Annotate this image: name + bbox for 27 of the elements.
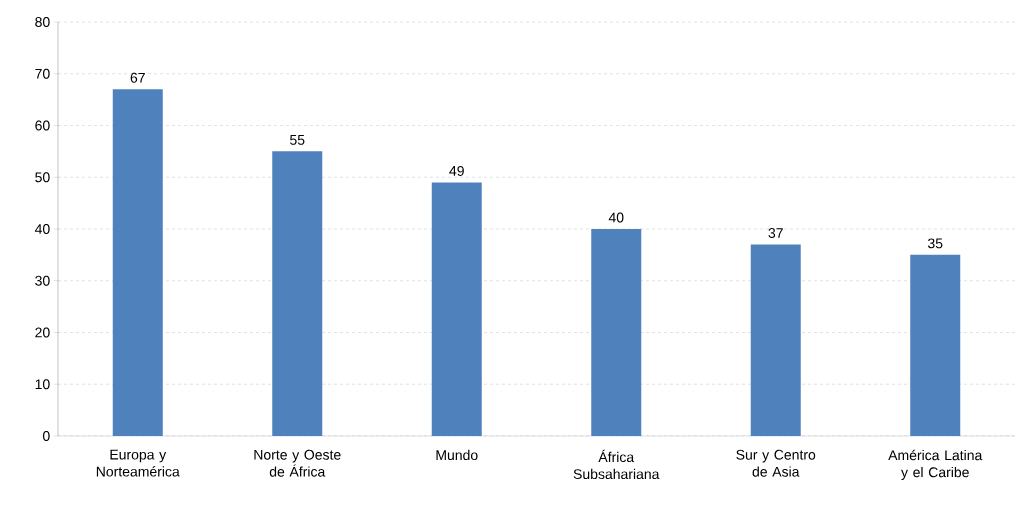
y-tick-label: 20 [35,327,50,338]
y-tick-label: 10 [35,379,50,390]
x-tick-label: Mundo [436,449,478,461]
y-tick-label: 60 [35,120,50,131]
bar [910,254,961,436]
data-label: 49 [449,165,464,176]
data-label: 40 [608,212,624,223]
bar [591,228,642,436]
x-tick-label: África Subsahariana [573,449,660,480]
y-tick-label: 50 [35,172,50,183]
x-tick-label: Europa y Norteamérica [96,449,180,477]
y-tick-label: 0 [42,431,50,441]
x-tick-label: Norte y Oeste de África [254,449,341,477]
data-label: 55 [290,135,305,145]
bar [431,182,482,436]
y-tick-label: 30 [35,275,50,286]
data-label: 67 [130,72,145,83]
data-label: 37 [768,228,783,238]
y-tick-label: 40 [34,224,50,234]
bar [272,151,323,436]
data-label: 35 [927,238,943,249]
y-tick-label: 80 [35,17,50,27]
x-tick-label: América Latina y el Caribe [888,449,983,480]
x-tick-label: Sur y Centro de Asia [736,449,816,477]
y-tick-label: 70 [35,68,50,79]
bar [750,244,801,436]
bar [112,89,163,436]
